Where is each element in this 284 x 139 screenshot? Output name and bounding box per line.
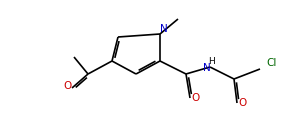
Text: O: O — [191, 93, 199, 103]
Text: O: O — [238, 98, 246, 108]
Text: H: H — [208, 56, 214, 65]
Text: N: N — [160, 24, 168, 34]
Text: O: O — [63, 81, 71, 91]
Text: N: N — [203, 63, 211, 73]
Text: Cl: Cl — [267, 58, 277, 68]
